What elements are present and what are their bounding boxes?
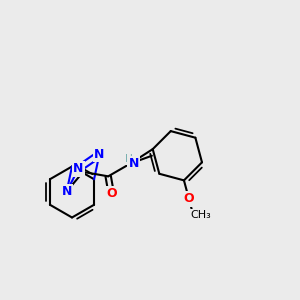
Text: N: N [129,157,139,170]
Text: N: N [61,185,72,198]
Text: O: O [106,188,117,200]
Text: O: O [184,192,194,205]
Text: CH₃: CH₃ [190,210,211,220]
Text: H: H [125,154,133,164]
Text: N: N [73,162,84,175]
Text: N: N [94,148,105,161]
